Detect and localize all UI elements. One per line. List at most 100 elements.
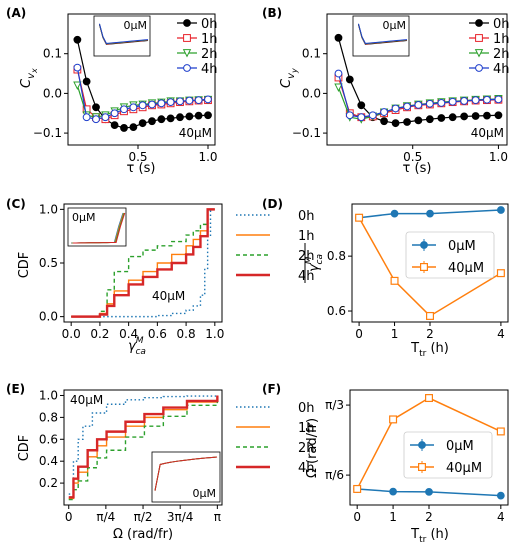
y-tick-label: 1.0 [39,202,58,216]
legend-label: 2h [493,47,510,62]
data-point [176,113,184,122]
y-tick-label: 0.2 [39,476,58,490]
panel-label: (B) [262,6,282,20]
data-point [138,101,147,110]
y-axis-label: CDF [17,435,32,462]
panel-C: (C) 0.0 0.2 0.4 0.6 0.8 1.0 0.0 0.5 1.0 0μM 40μM 0h 1… [6,197,315,357]
y-tick-label: 1.0 [39,388,58,402]
panel-E: (E) 0 π/4 π/2 3π/4 π 0.2 0.4 0.6 0.8 1.0 0μM 40μM 0h 1… [6,382,315,542]
data-point [414,101,423,109]
data-point [389,487,397,496]
y-tick-label: π/6 [325,468,344,482]
data-point [420,263,429,272]
x-tick-label: 4 [497,510,505,524]
inset-series-line [72,212,126,244]
data-point [425,115,434,124]
data-point [390,276,399,285]
legend-entry: 0h [236,401,315,416]
x-tick-label: π [214,510,221,524]
data-point [101,113,110,122]
y-tick-label: 0.0 [302,86,321,100]
data-point [345,75,354,84]
series-line [356,397,502,490]
data-point [110,109,119,118]
x-tick-label: 0 [65,510,73,524]
x-tick-label: 0.4 [119,327,138,341]
x-axis-label: Ω (rad/fr) [113,527,173,542]
x-tick-label: 3π/4 [167,510,194,524]
legend-entry: 1h [236,421,315,436]
inset-label: 0μM [124,19,148,32]
y-tick-label: 0.0 [43,86,62,100]
x-tick-label: 4 [497,327,505,341]
y-tick-label: 0.4 [39,454,58,468]
y-tick-label: 0.8 [39,410,58,424]
legend-label: 4h [201,62,218,77]
data-point [194,111,203,120]
data-point [345,111,354,120]
inset-lines [358,23,408,45]
data-point [355,213,364,222]
data-point [426,209,434,218]
x-tick-label: 0.5 [128,150,147,164]
legend-label: 2h [201,47,218,62]
data-point [357,113,366,122]
data-point [148,117,156,126]
inset-label: 0μM [72,211,96,224]
x-tick-label: 2 [426,327,434,341]
data-point [496,269,505,278]
legend-entry: 4h [236,461,315,476]
legend-label: 40μM [446,461,482,476]
y-axis-label: Ω̄ (rad/fr) [305,418,320,478]
y-tick-label: 0.5 [39,256,58,270]
x-tick-label: 1.0 [198,150,217,164]
inset-lines [154,456,218,491]
data-point [425,487,433,496]
legend-label: 0h [298,209,315,224]
data-point [483,95,491,104]
data-point [403,118,411,126]
data-point [334,69,343,78]
legend-label: 1h [201,32,218,47]
legend-label: 4h [493,62,510,77]
data-point [426,311,435,320]
data-point [483,111,491,120]
legend-entry: 0μM [412,239,476,254]
y-tick-label: 0.0 [39,310,58,324]
data-point [204,111,212,120]
data-point [418,441,426,449]
data-point [448,113,457,122]
legend-label: 2h [298,441,315,456]
inset-series-line [99,23,149,44]
series-4h [73,63,212,124]
legend-entry: 4h [236,269,315,284]
panel-label: (A) [6,6,26,20]
data-point [183,34,191,42]
annotation: 40μM [152,289,185,303]
inset-label: 0μM [383,19,407,32]
data-point [129,103,138,112]
plot-frame [326,13,508,146]
legend-label: 1h [298,229,315,244]
series-0μM [355,206,505,222]
data-point [389,415,398,424]
data-point [138,119,147,128]
legend-label: 0μM [446,439,474,454]
data-point [82,113,91,122]
data-point [474,49,484,58]
x-tick-label: 1 [391,327,399,341]
x-tick-label: 1.0 [489,150,508,164]
legend-label: 1h [298,421,315,436]
panel-label: (C) [6,197,26,211]
y-axis-label: γMca [304,254,325,272]
data-point [497,206,505,214]
x-tick-label: 0.2 [90,327,109,341]
data-point [460,97,469,105]
annotation: 40μM [179,126,212,140]
legend-entry: 40μM [410,461,482,476]
y-axis-label: CDF [17,252,32,279]
y-tick-label: 0.1 [43,47,62,61]
legend-entry: 0μM [410,439,474,454]
